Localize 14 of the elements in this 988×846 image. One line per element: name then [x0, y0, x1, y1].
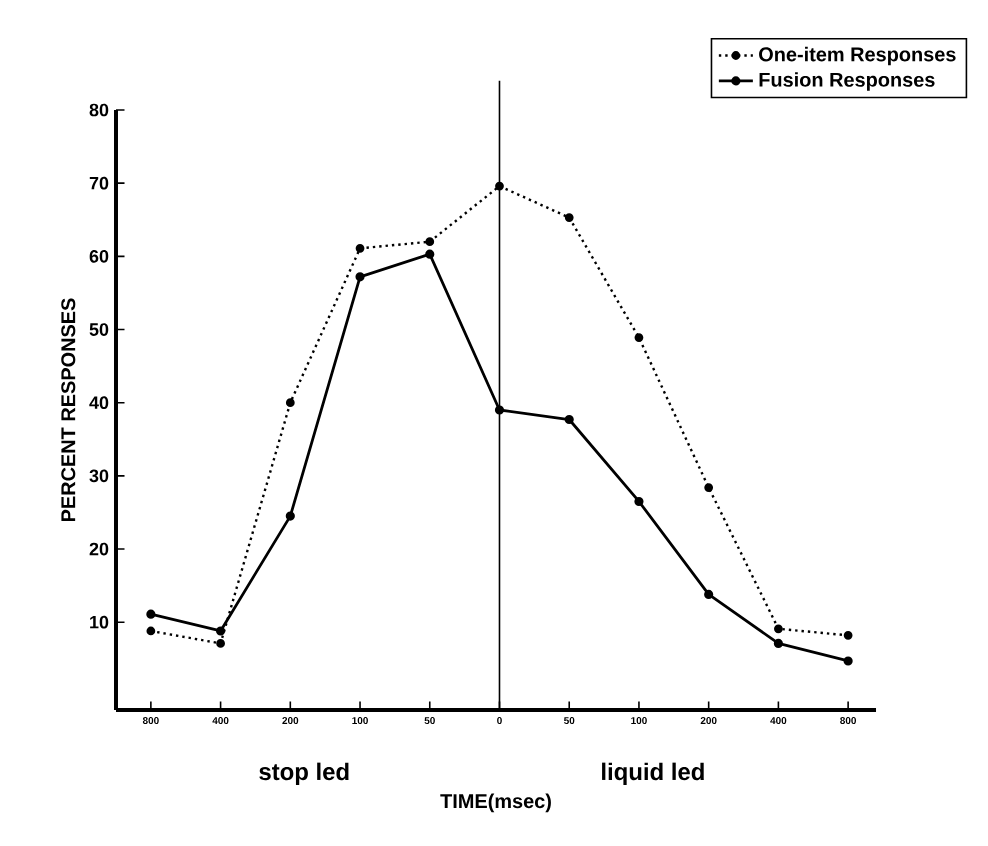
y-tick-label: 30 [89, 469, 109, 483]
y-axis-title: PERCENT RESPONSES [61, 298, 76, 522]
legend-label: Fusion Responses [759, 72, 935, 91]
y-tick-label: 80 [89, 103, 109, 117]
legend-label: One-item Responses [759, 46, 956, 66]
y-tick-label: 40 [89, 396, 109, 410]
y-tick-label: 10 [90, 615, 109, 629]
y-tick-label: 20 [89, 542, 109, 556]
text: liquid led [602, 762, 704, 785]
text: stop led [259, 762, 349, 785]
x-axis-title: TIME(msec) [440, 793, 551, 813]
y-tick-label: 70 [89, 176, 109, 190]
y-tick-label: 50 [89, 323, 109, 336]
y-tick-label: 60 [89, 249, 109, 263]
